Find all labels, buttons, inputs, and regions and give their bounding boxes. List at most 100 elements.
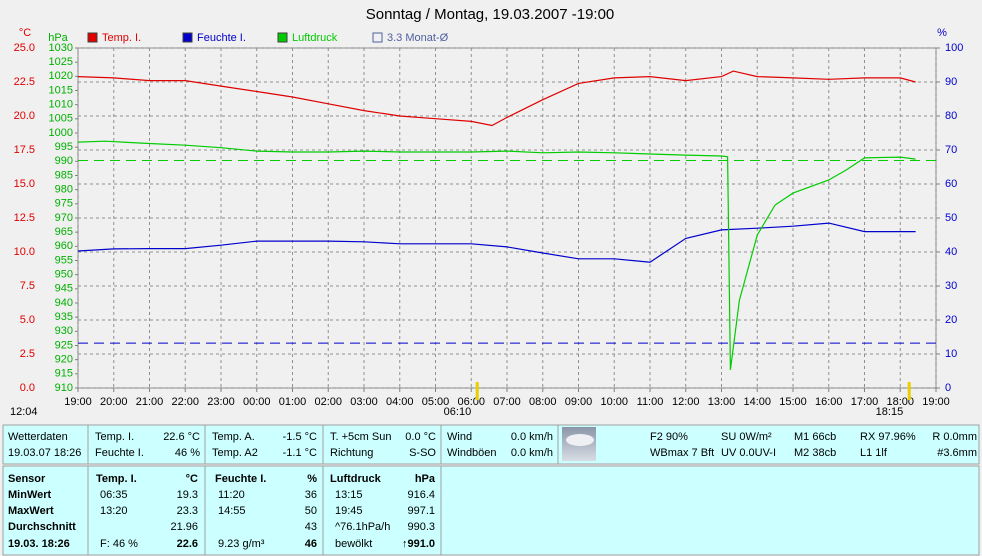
x-tick-label: 19:00 [64,396,92,408]
legend-label: 3.3 Monat-Ø [387,32,449,44]
panel-text: Luftdruck [330,473,382,485]
x-tick-label: 19:00 [922,396,950,408]
panel-text: Temp. A2 [212,447,258,459]
panel-text: 9.23 g/m³ [218,538,265,550]
panel-text: °C [186,473,198,485]
y-tick-label: 10.0 [14,246,35,258]
legend-label: Luftdruck [292,32,338,44]
panel-text: Wetterdaten [8,431,68,443]
panel-text: Wind [447,431,472,443]
y-tick-label: 25.0 [14,42,35,54]
x-tick-label: 04:00 [386,396,414,408]
corner-time: 12:04 [10,406,38,418]
panel-text: R 0.0mm [932,431,977,443]
panel-text: Temp. A. [212,431,255,443]
y2-tick-label: 965 [55,226,73,238]
panel-text: 19.03.07 18:26 [8,447,81,459]
x-tick-label: 12:00 [672,396,700,408]
panel-text: 0.0 km/h [511,431,553,443]
y2-tick-label: 1005 [49,113,73,125]
y3-tick-label: 0 [945,382,951,394]
panel-text: 19.3 [177,489,198,501]
y-tick-label: 22.5 [14,76,35,88]
panel-text: 13:15 [335,489,363,501]
panel-text: 21.96 [170,521,198,533]
y3-tick-label: 50 [945,212,957,224]
x-tick-label: 22:00 [171,396,199,408]
y2-tick-label: 1020 [49,70,73,82]
x-tick-label: 13:00 [708,396,736,408]
x-tick-label: 20:00 [100,396,128,408]
panel-text: Sensor [8,473,46,485]
panel-text: 13:20 [100,505,128,517]
y2-tick-label: 985 [55,169,73,181]
panel-text: 990.3 [407,521,435,533]
y-tick-label: 15.0 [14,178,35,190]
panel-text: bewölkt [335,538,372,550]
y3-tick-label: 80 [945,110,957,122]
y2-tick-label: 920 [55,354,73,366]
panel-text: SU 0W/m² [721,431,772,443]
y2-tick-label: 910 [55,382,73,394]
x-tick-label: 02:00 [314,396,342,408]
panel-text: 997.1 [407,505,435,517]
x-tick-label: 16:00 [815,396,843,408]
x-tick-label: 07:00 [493,396,521,408]
y-tick-label: 12.5 [14,212,35,224]
y2-tick-label: 940 [55,297,73,309]
series-line [77,140,916,370]
panel-text: Temp. I. [95,431,134,443]
y2-tick-label: 930 [55,325,73,337]
panel-text: 36 [305,489,317,501]
sun-time-label: 18:15 [876,406,904,418]
y2-axis-unit: hPa [48,32,68,44]
panel-text: M1 66cb [794,431,836,443]
panel-text: F: 46 % [100,538,138,550]
y2-tick-label: 960 [55,240,73,252]
y-tick-label: 20.0 [14,110,35,122]
y3-tick-label: 60 [945,178,957,190]
panel-text: 19.03. 18:26 [8,538,70,550]
panel-text: S-SO [409,447,436,459]
y2-tick-label: 990 [55,155,73,167]
x-tick-label: 05:00 [422,396,450,408]
panel-text: % [307,473,317,485]
panel-text: 22.6 °C [163,431,200,443]
panel-text: 22.6 [177,538,198,550]
y2-tick-label: 970 [55,212,73,224]
panel-text: 43 [305,521,317,533]
x-tick-label: 09:00 [565,396,593,408]
y-axis-unit: °C [19,27,31,39]
x-tick-label: 01:00 [279,396,307,408]
y2-tick-label: 995 [55,141,73,153]
x-tick-label: 18:00 [886,396,914,408]
panel-text: -1.5 °C [283,431,317,443]
panel-text: 0.0 °C [405,431,436,443]
series-line [77,70,916,127]
panel-text: -1.1 °C [283,447,317,459]
y2-tick-label: 935 [55,311,73,323]
legend-swatch [277,32,288,43]
panel-text: ↑991.0 [402,538,435,550]
panel-text: WBmax 7 Bft [650,447,714,459]
y2-tick-label: 925 [55,339,73,351]
panel-text: T. +5cm Sun [330,431,391,443]
panel-text: 23.3 [177,505,198,517]
current-panel [2,424,980,465]
panel-text: 46 % [175,447,200,459]
y3-tick-label: 70 [945,144,957,156]
y3-tick-label: 20 [945,314,957,326]
panel-text: Richtung [330,447,373,459]
panel-text: L1 1lf [860,447,888,459]
y-tick-label: 2.5 [20,348,35,360]
y3-axis-unit: % [937,27,947,39]
x-tick-label: 23:00 [207,396,235,408]
y3-tick-label: 10 [945,348,957,360]
y3-tick-label: 40 [945,246,957,258]
panel-text: 11:20 [218,489,245,501]
x-tick-label: 03:00 [350,396,378,408]
y2-tick-label: 1010 [49,99,73,111]
y-tick-label: 0.0 [20,382,35,394]
x-tick-label: 15:00 [779,396,807,408]
